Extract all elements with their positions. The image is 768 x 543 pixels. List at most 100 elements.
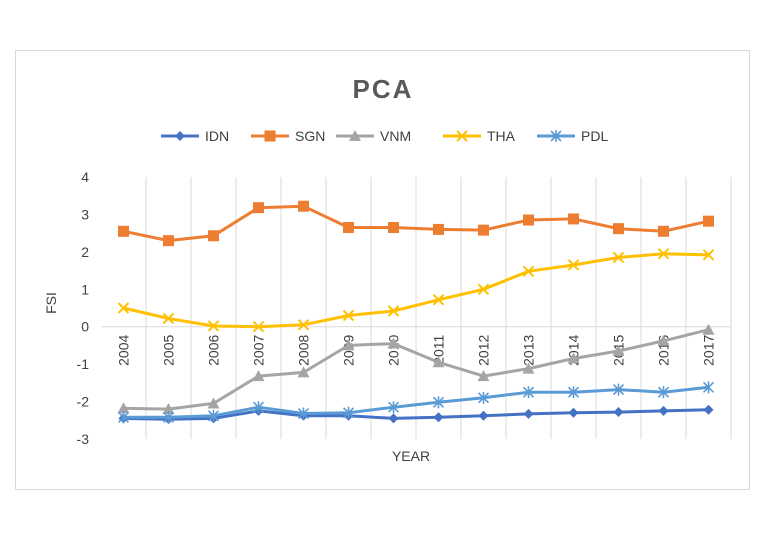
series-line (123, 328, 709, 411)
data-point (702, 381, 715, 394)
data-point (550, 130, 562, 142)
y-axis-title: FSI (43, 292, 59, 314)
legend: IDN SGN VNM THA PDL (161, 128, 608, 144)
data-point (343, 222, 354, 234)
legend-label: SGN (295, 128, 325, 144)
legend-item-vnm: VNM (336, 128, 411, 144)
data-point (477, 391, 490, 404)
y-tick-label: 2 (81, 244, 89, 260)
gridlines (145, 177, 732, 439)
data-point (568, 213, 579, 225)
series-line (123, 385, 709, 419)
data-point (297, 407, 310, 420)
legend-item-pdl: PDL (537, 128, 608, 144)
data-point (702, 249, 715, 261)
data-point (522, 362, 535, 374)
legend-label: VNM (380, 128, 411, 144)
data-point (568, 407, 579, 418)
data-point (162, 403, 175, 415)
data-point (613, 223, 624, 235)
data-point (478, 410, 489, 421)
data-point (703, 404, 714, 415)
data-point (523, 408, 534, 419)
data-point (567, 352, 580, 364)
series-sgn (118, 200, 714, 247)
series-line (123, 204, 709, 243)
data-point (522, 265, 535, 278)
data-point (478, 224, 489, 236)
data-point (387, 305, 400, 317)
data-point (342, 339, 355, 351)
data-point (567, 386, 580, 399)
data-point (163, 235, 174, 247)
series-line (123, 252, 709, 329)
y-tick-labels: 4 3 2 1 0 -1 -2 -3 (77, 169, 90, 447)
data-point (207, 320, 220, 332)
data-point (432, 396, 445, 409)
data-point (433, 412, 444, 423)
data-point (253, 202, 264, 214)
x-axis-title: YEAR (392, 448, 430, 464)
data-point (117, 402, 130, 414)
data-point (117, 411, 130, 424)
series-line (123, 408, 709, 421)
x-tick-label: 2004 (116, 335, 132, 366)
data-point (387, 337, 400, 349)
data-point (432, 294, 445, 306)
x-tick-label: 2017 (701, 335, 717, 366)
data-point (432, 356, 445, 368)
legend-item-tha: THA (443, 128, 516, 144)
data-point (298, 200, 309, 212)
x-tick-label: 2011 (431, 335, 447, 365)
data-point (252, 321, 265, 333)
data-point (658, 405, 669, 416)
data-point (297, 319, 310, 331)
y-tick-label: 1 (81, 281, 89, 297)
chart-title: PCA (353, 74, 414, 104)
data-point (388, 413, 399, 424)
data-point (567, 259, 580, 271)
data-point (657, 334, 670, 346)
data-point (658, 225, 669, 237)
data-point (477, 370, 490, 382)
data-point (388, 222, 399, 234)
data-point (162, 411, 175, 424)
x-tick-label: 2012 (476, 335, 492, 366)
data-point (703, 215, 714, 227)
y-tick-label: -1 (77, 356, 90, 372)
data-point (613, 407, 624, 418)
legend-label: IDN (205, 128, 229, 144)
data-point (349, 130, 361, 141)
series-tha (117, 248, 715, 333)
data-point (612, 251, 625, 264)
data-point (264, 130, 276, 142)
y-tick-label: -2 (77, 394, 90, 410)
data-point (657, 248, 670, 260)
data-point (522, 386, 535, 399)
series-group (117, 200, 715, 425)
legend-label: THA (487, 128, 516, 144)
x-tick-label: 2006 (206, 335, 222, 366)
data-point (175, 131, 185, 141)
data-point (207, 397, 220, 409)
data-point (523, 214, 534, 226)
y-tick-label: 4 (81, 169, 89, 185)
y-tick-label: 0 (81, 319, 89, 335)
data-point (702, 323, 715, 335)
data-point (456, 130, 468, 142)
chart-frame: PCA IDN SGN VNM THA PDL 4 3 2 1 0 -1 -2 -3 2004 2005… (15, 50, 750, 490)
data-point (118, 225, 129, 237)
data-point (162, 312, 175, 325)
x-tick-label: 2007 (251, 335, 267, 366)
data-point (208, 230, 219, 242)
x-tick-label: 2013 (521, 335, 537, 366)
data-point (433, 223, 444, 235)
y-tick-label: 3 (81, 206, 89, 222)
data-point (207, 409, 220, 422)
data-point (342, 309, 355, 322)
data-point (117, 302, 130, 314)
data-point (657, 386, 670, 399)
data-point (477, 283, 490, 295)
data-point (342, 406, 355, 419)
data-point (612, 383, 625, 396)
